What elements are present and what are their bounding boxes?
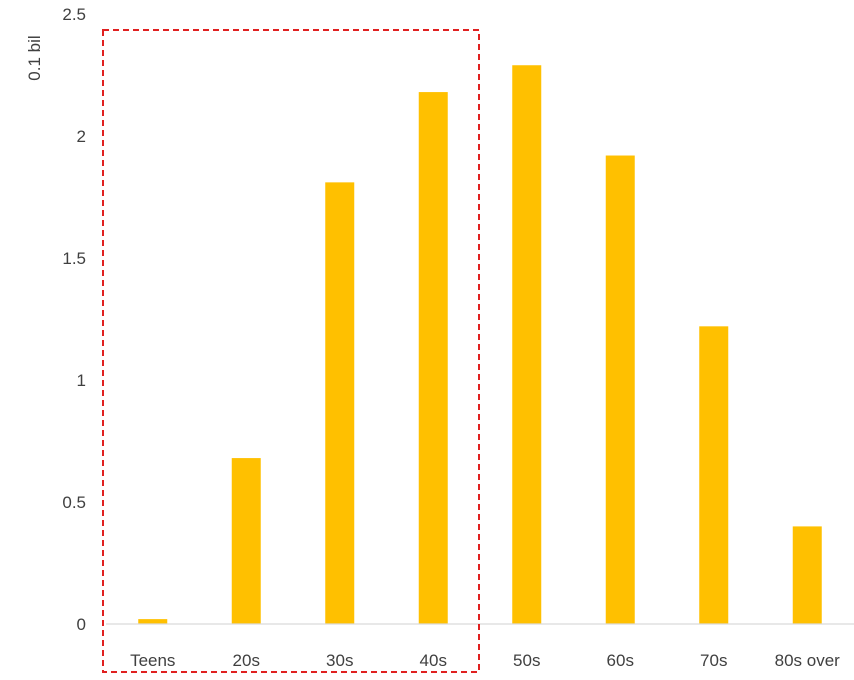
y-tick-label: 1 (77, 371, 86, 390)
bar-40s (419, 92, 448, 624)
y-tick-label: 2.5 (62, 5, 86, 24)
bar-30s (325, 182, 354, 624)
bar-70s (699, 326, 728, 624)
x-axis-ticks: Teens 20s 30s 40s 50s 60s 70s 80s over (130, 651, 840, 670)
y-tick-label: 0 (77, 615, 86, 634)
y-axis-ticks: 0 0.5 1 1.5 2 2.5 (62, 5, 86, 634)
x-tick-label: 30s (326, 651, 353, 670)
x-tick-label: 20s (233, 651, 260, 670)
y-tick-label: 1.5 (62, 249, 86, 268)
x-tick-label: 50s (513, 651, 540, 670)
bar-20s (232, 458, 261, 624)
y-tick-label: 2 (77, 127, 86, 146)
x-tick-label: 70s (700, 651, 727, 670)
x-tick-label: 60s (607, 651, 634, 670)
bar-teens (138, 619, 167, 624)
bar-50s (512, 65, 541, 624)
y-axis-title: 0.1 bil (25, 35, 44, 80)
x-tick-label: 40s (420, 651, 447, 670)
bar-60s (606, 156, 635, 624)
x-tick-label: Teens (130, 651, 175, 670)
bar-80s-over (793, 526, 822, 624)
y-tick-label: 0.5 (62, 493, 86, 512)
x-tick-label: 80s over (775, 651, 841, 670)
